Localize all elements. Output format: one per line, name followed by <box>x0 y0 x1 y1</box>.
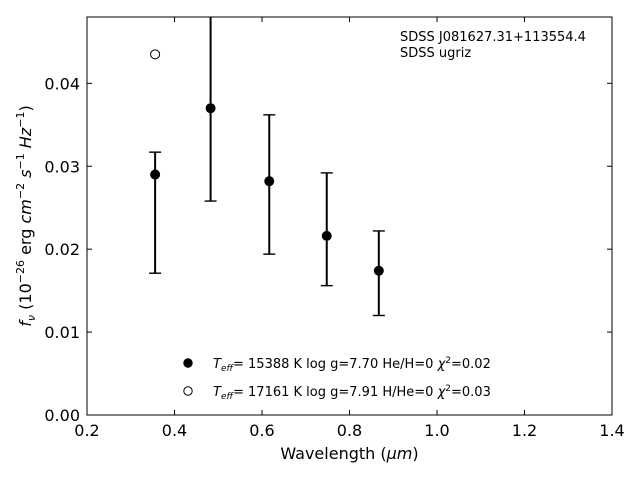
plot-area <box>149 17 385 317</box>
legend: Teff= 15388 K log g=7.70 He/H=0 χ2=0.02 … <box>183 356 491 402</box>
x-axis: 0.2 0.4 0.6 0.8 1.0 1.2 1.4 <box>74 17 625 440</box>
x-tick-label: 1.0 <box>424 421 449 440</box>
data-point-filled <box>264 176 275 187</box>
x-tick-label: 0.2 <box>74 421 99 440</box>
legend-label-1: Teff= 17161 K log g=7.91 H/He=0 χ2=0.03 <box>213 384 491 402</box>
data-point-filled <box>205 103 216 114</box>
annotation-filter-set: SDSS ugriz <box>400 46 471 61</box>
y-tick-label: 0.02 <box>44 240 80 259</box>
data-point-filled <box>373 265 384 276</box>
y-axis: 0.00 0.01 0.02 0.03 0.04 <box>44 74 612 425</box>
y-tick-label: 0.01 <box>44 323 80 342</box>
x-tick-label: 0.8 <box>337 421 362 440</box>
y-axis-label: fν (10−26 erg cm−2 s−1 Hz−1) <box>14 105 38 326</box>
plot-frame <box>86 16 613 416</box>
x-axis-label: Wavelength (μm) <box>280 444 418 463</box>
x-tick-label: 1.2 <box>512 421 537 440</box>
data-point-filled <box>321 230 332 241</box>
annotation-object-name: SDSS J081627.31+113554.4 <box>400 30 586 45</box>
y-tick-label: 0.03 <box>44 157 80 176</box>
y-tick-label: 0.04 <box>44 74 80 93</box>
legend-label-0: Teff= 15388 K log g=7.70 He/H=0 χ2=0.02 <box>213 356 491 374</box>
data-point-filled <box>150 169 161 180</box>
x-tick-label: 0.6 <box>249 421 274 440</box>
y-tick-label: 0.00 <box>44 406 80 425</box>
data-point-open <box>150 49 161 60</box>
x-tick-label: 1.4 <box>599 421 624 440</box>
x-tick-label: 0.4 <box>162 421 187 440</box>
legend-marker-open <box>183 386 193 396</box>
legend-marker-filled <box>183 358 193 368</box>
